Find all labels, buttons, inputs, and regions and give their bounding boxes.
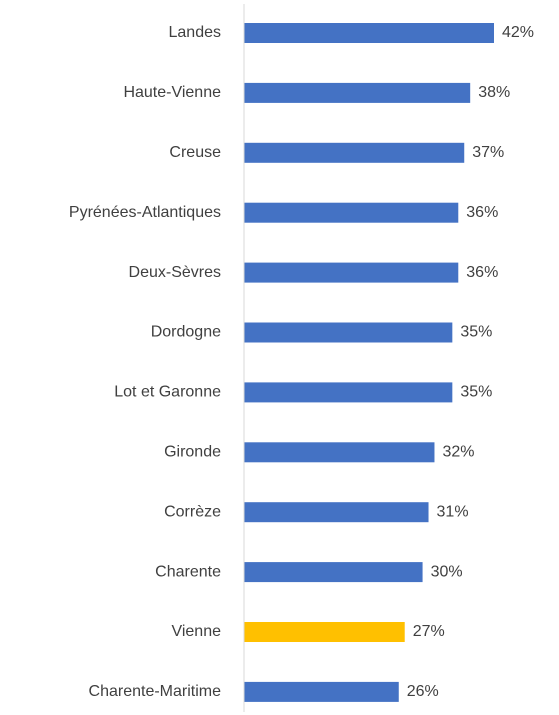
- category-label: Lot et Garonne: [114, 384, 221, 401]
- value-label: 26%: [407, 683, 439, 700]
- value-label: 31%: [437, 503, 469, 520]
- bar: [244, 442, 435, 463]
- value-label: 35%: [460, 324, 492, 341]
- bar: [244, 82, 471, 103]
- bar: [244, 322, 453, 343]
- bar: [244, 142, 465, 163]
- bar: [244, 382, 453, 403]
- category-label: Creuse: [169, 144, 221, 161]
- value-label: 38%: [478, 84, 510, 101]
- value-label: 35%: [460, 384, 492, 401]
- value-label: 36%: [466, 264, 498, 281]
- bar: [244, 202, 459, 223]
- category-label: Pyrénées-Atlantiques: [69, 204, 221, 221]
- bar: [244, 23, 494, 43]
- category-label: Vienne: [171, 623, 221, 640]
- bar: [244, 622, 405, 642]
- value-label: 32%: [442, 444, 474, 461]
- bar: [244, 562, 423, 583]
- category-label: Gironde: [164, 444, 221, 461]
- value-label: 37%: [472, 144, 504, 161]
- category-label: Dordogne: [151, 324, 221, 341]
- value-label: 42%: [502, 24, 534, 41]
- bar: [244, 681, 399, 702]
- category-label: Charente: [155, 563, 221, 580]
- value-label: 36%: [466, 204, 498, 221]
- category-label: Deux-Sèvres: [129, 264, 221, 281]
- bar: [244, 502, 429, 523]
- bar: [244, 262, 459, 283]
- value-label: 27%: [413, 623, 445, 640]
- category-label: Haute-Vienne: [123, 84, 221, 101]
- category-label: Corrèze: [164, 503, 221, 520]
- value-label: 30%: [431, 563, 463, 580]
- category-label: Landes: [169, 24, 222, 41]
- category-label: Charente-Maritime: [89, 683, 222, 700]
